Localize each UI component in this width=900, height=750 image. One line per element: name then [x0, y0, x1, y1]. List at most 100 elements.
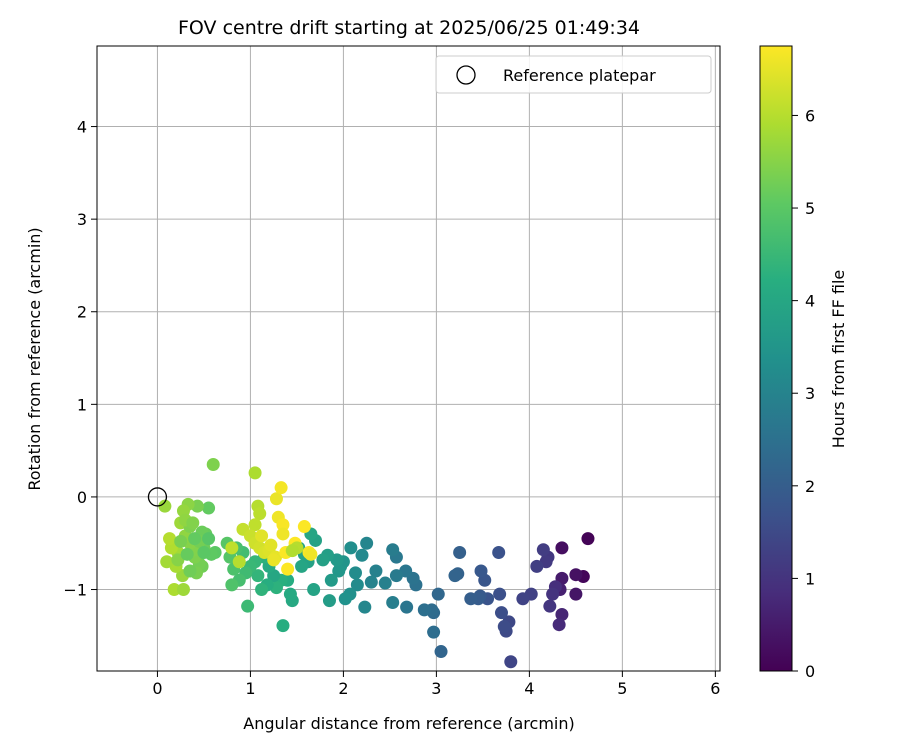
data-point — [344, 541, 358, 555]
colorbar-tick-label: 0 — [805, 662, 815, 681]
data-point — [167, 583, 181, 597]
data-point — [360, 536, 374, 550]
data-point — [389, 569, 403, 583]
data-point — [332, 564, 346, 578]
data-point — [225, 578, 239, 592]
data-point — [188, 532, 202, 546]
data-point — [378, 576, 392, 590]
data-point — [355, 548, 369, 562]
data-point — [316, 553, 330, 567]
data-point — [174, 534, 188, 548]
data-point — [530, 559, 544, 573]
data-point — [186, 516, 200, 530]
data-point — [494, 606, 508, 620]
x-axis-ticks: 0 1 2 3 4 5 6 — [152, 671, 720, 698]
legend-marker-icon — [456, 65, 476, 85]
data-point — [267, 553, 281, 567]
data-point — [543, 599, 557, 613]
colorbar-tick-label: 5 — [805, 199, 815, 218]
data-point — [253, 507, 267, 521]
data-point — [202, 532, 216, 546]
data-point — [276, 518, 290, 532]
data-point — [386, 595, 400, 609]
y-tick-label: 1 — [77, 395, 87, 414]
data-point — [448, 569, 462, 583]
data-point — [180, 547, 194, 561]
y-tick-label: −1 — [63, 581, 87, 600]
data-point — [546, 587, 560, 601]
data-point — [158, 499, 172, 513]
data-point — [369, 564, 383, 578]
y-tick-label: 4 — [77, 118, 87, 137]
data-point — [307, 583, 321, 597]
x-axis-label: Angular distance from reference (arcmin) — [243, 714, 574, 733]
data-point — [285, 544, 299, 558]
data-point — [324, 573, 338, 587]
x-tick-label: 5 — [617, 679, 627, 698]
colorbar-tick-label: 2 — [805, 477, 815, 496]
data-point — [338, 592, 352, 606]
plot-frame — [96, 45, 721, 672]
y-tick-label: 0 — [77, 488, 87, 507]
x-tick-label: 6 — [710, 679, 720, 698]
data-point — [248, 518, 262, 532]
data-point — [555, 541, 569, 555]
data-point — [276, 527, 290, 541]
data-point — [297, 520, 311, 534]
data-point — [464, 592, 478, 606]
data-point — [255, 583, 269, 597]
colorbar-ticks: 0 1 2 3 4 5 6 — [792, 106, 815, 681]
data-point — [417, 603, 431, 617]
chart-title: FOV centre drift starting at 2025/06/25 … — [178, 17, 640, 39]
data-point — [202, 501, 216, 515]
colorbar-tick-label: 4 — [805, 292, 815, 311]
data-point — [516, 592, 530, 606]
y-tick-label: 3 — [77, 210, 87, 229]
data-point — [453, 545, 467, 559]
data-point — [281, 562, 295, 576]
data-point — [434, 645, 448, 659]
data-point — [283, 587, 297, 601]
legend: Reference platepar — [435, 55, 712, 94]
data-point — [492, 545, 506, 559]
data-point — [350, 578, 364, 592]
data-point — [552, 618, 566, 632]
data-points — [158, 458, 595, 669]
colorbar-tick-label: 6 — [805, 106, 815, 125]
data-point — [255, 529, 269, 543]
colorbar-label: Hours from first FF file — [829, 270, 848, 449]
data-point — [581, 532, 595, 546]
data-point — [427, 625, 441, 639]
colorbar: 0 1 2 3 4 5 6 Hours from first FF file — [759, 45, 848, 681]
data-point — [400, 600, 414, 614]
data-point — [269, 492, 283, 506]
data-point — [232, 555, 246, 569]
data-point — [569, 568, 583, 582]
data-point — [248, 466, 262, 480]
x-tick-label: 3 — [431, 679, 441, 698]
y-axis-ticks: −1 0 1 2 3 4 — [63, 118, 97, 600]
data-point — [176, 583, 190, 597]
data-point — [241, 599, 255, 613]
data-point — [183, 564, 197, 578]
colorbar-gradient — [759, 45, 793, 672]
data-point — [493, 587, 507, 601]
data-point — [276, 619, 290, 633]
data-point — [474, 564, 488, 578]
colorbar-tick-label: 3 — [805, 384, 815, 403]
data-point — [225, 541, 239, 555]
data-point — [497, 620, 511, 634]
data-point — [569, 587, 583, 601]
y-tick-label: 2 — [77, 303, 87, 322]
data-point — [264, 538, 278, 552]
legend-box — [435, 55, 712, 94]
data-point — [206, 458, 220, 472]
x-tick-label: 1 — [245, 679, 255, 698]
data-point — [555, 608, 569, 622]
data-point — [364, 575, 378, 589]
data-point — [295, 559, 309, 573]
data-point — [536, 543, 550, 557]
data-point — [504, 655, 518, 669]
